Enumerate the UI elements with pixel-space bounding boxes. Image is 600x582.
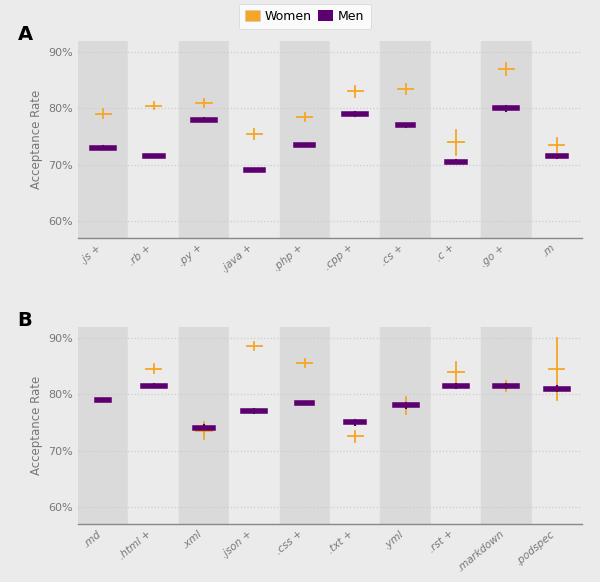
Bar xyxy=(330,41,380,238)
Text: B: B xyxy=(17,311,32,330)
Bar xyxy=(280,41,330,238)
Bar xyxy=(229,41,280,238)
Legend: Women, Men: Women, Men xyxy=(239,3,371,29)
Bar xyxy=(128,327,179,524)
Bar xyxy=(481,327,532,524)
Bar xyxy=(280,327,330,524)
Bar xyxy=(532,327,582,524)
Bar xyxy=(78,41,128,238)
Y-axis label: Acceptance Rate: Acceptance Rate xyxy=(30,90,43,189)
Bar xyxy=(179,41,229,238)
Bar xyxy=(431,41,481,238)
Bar xyxy=(128,41,179,238)
Bar xyxy=(532,41,582,238)
Bar xyxy=(229,327,280,524)
Text: A: A xyxy=(17,25,32,44)
Y-axis label: Acceptance Rate: Acceptance Rate xyxy=(30,375,43,475)
Bar xyxy=(380,327,431,524)
Bar xyxy=(380,41,431,238)
Bar xyxy=(431,327,481,524)
Bar xyxy=(179,327,229,524)
Bar xyxy=(78,327,128,524)
Bar xyxy=(330,327,380,524)
Bar xyxy=(481,41,532,238)
